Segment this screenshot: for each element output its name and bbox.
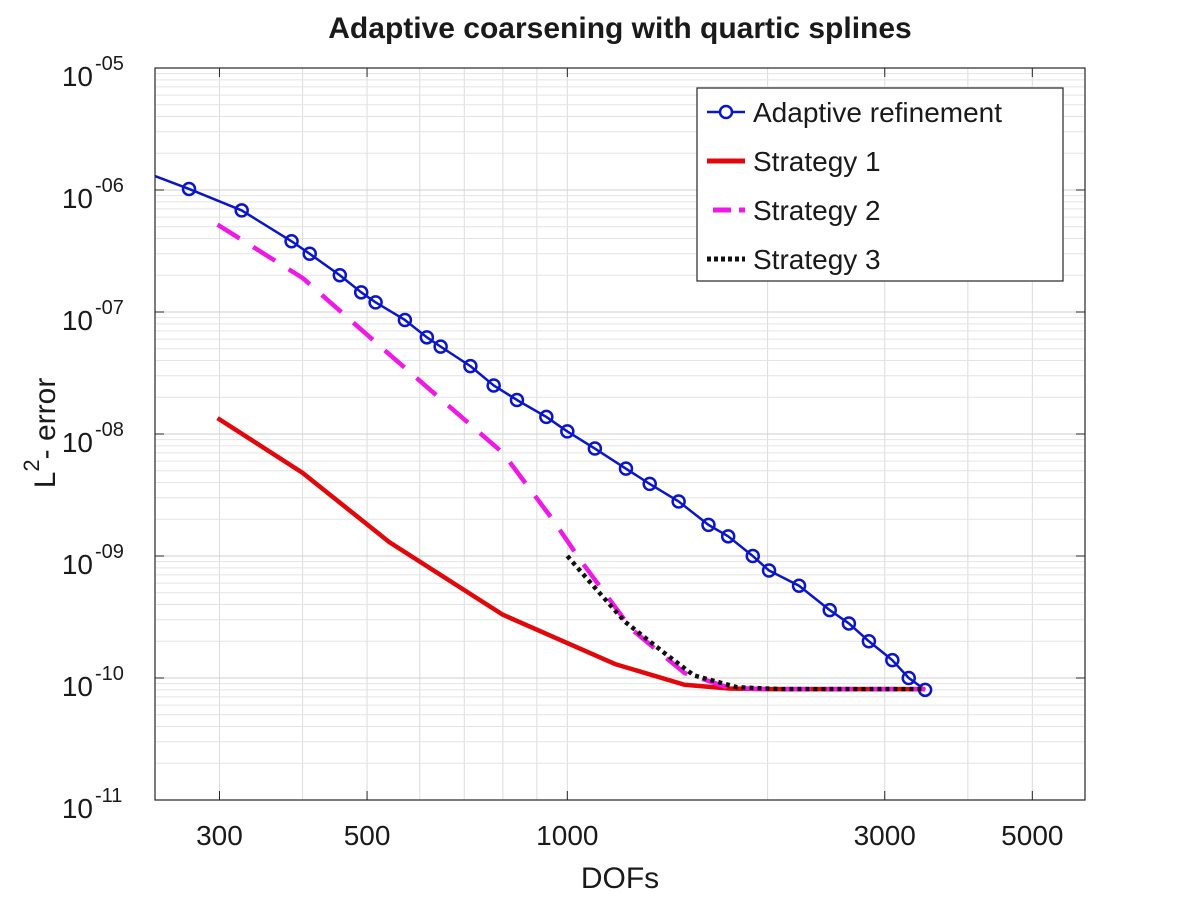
data-point bbox=[332, 268, 348, 283]
data-point bbox=[302, 246, 317, 262]
data-point bbox=[642, 476, 657, 492]
y-tick-label: 10 bbox=[62, 427, 93, 458]
y-tick-label: 10 bbox=[62, 671, 93, 702]
y-tick-exponent: -05 bbox=[95, 53, 124, 75]
data-point bbox=[486, 378, 501, 393]
data-point bbox=[353, 285, 369, 300]
legend-item: Adaptive refinement bbox=[707, 97, 1002, 128]
axes bbox=[154, 67, 1086, 801]
data-point bbox=[587, 441, 603, 456]
data-point bbox=[822, 602, 837, 618]
data-point bbox=[791, 578, 807, 594]
data-point bbox=[397, 312, 413, 328]
data-point bbox=[463, 358, 478, 374]
x-axis-label: DOFs bbox=[581, 862, 659, 895]
y-tick-exponent: -09 bbox=[95, 541, 124, 563]
data-point bbox=[861, 634, 877, 649]
data-point bbox=[720, 529, 736, 544]
data-point bbox=[539, 409, 554, 425]
chart-title: Adaptive coarsening with quartic splines bbox=[328, 12, 911, 45]
y-axis-label-rest: - error bbox=[29, 378, 62, 460]
legend-label: Strategy 1 bbox=[753, 146, 881, 177]
series-strategy-3 bbox=[565, 554, 926, 692]
legend-item: Strategy 1 bbox=[707, 146, 881, 177]
data-point bbox=[560, 424, 575, 439]
y-tick-label: 10 bbox=[62, 183, 93, 214]
data-point bbox=[181, 181, 197, 197]
y-tick-label: 10 bbox=[62, 549, 93, 580]
data-point bbox=[761, 563, 777, 578]
legend-label: Strategy 3 bbox=[753, 244, 881, 275]
legend-item: Strategy 2 bbox=[713, 195, 881, 226]
x-tick-label: 3000 bbox=[854, 820, 916, 851]
series-line bbox=[154, 174, 926, 691]
y-tick-exponent: -10 bbox=[95, 663, 124, 685]
data-point bbox=[284, 234, 299, 249]
data-point bbox=[234, 203, 249, 218]
data-point bbox=[745, 548, 761, 564]
y-axis-label-sup: 2 bbox=[19, 459, 44, 471]
y-tick-exponent: -07 bbox=[95, 297, 124, 319]
y-tick-exponent: -11 bbox=[95, 785, 122, 807]
legend-label: Strategy 2 bbox=[753, 195, 881, 226]
data-point bbox=[901, 670, 916, 686]
x-tick-label: 5000 bbox=[1001, 820, 1063, 851]
x-tick-label: 300 bbox=[196, 820, 243, 851]
data-point bbox=[701, 517, 716, 533]
x-tick-label: 1000 bbox=[536, 820, 598, 851]
series-line bbox=[565, 554, 926, 692]
legend-marker bbox=[718, 104, 734, 120]
data-point bbox=[368, 295, 383, 310]
tick-labels: 300 500 1000 3000 500010-0510-0610-0710-0810… bbox=[62, 53, 1064, 851]
y-tick-exponent: -08 bbox=[95, 419, 124, 441]
y-tick-label: 10 bbox=[62, 61, 93, 92]
legend-box bbox=[696, 87, 1064, 282]
x-tick-label: 500 bbox=[344, 820, 391, 851]
legend-item: Strategy 3 bbox=[707, 244, 881, 275]
data-point bbox=[419, 330, 435, 345]
y-axis-label: L2- error bbox=[19, 378, 62, 489]
y-tick-exponent: -06 bbox=[95, 175, 124, 197]
legend: Adaptive refinement Strategy 1 Strategy 2 S… bbox=[696, 87, 1064, 282]
y-tick-label: 10 bbox=[62, 793, 93, 824]
y-tick-label: 10 bbox=[62, 305, 93, 336]
y-axis-label-base: L bbox=[29, 472, 62, 489]
data-point bbox=[509, 392, 525, 408]
data-point bbox=[841, 616, 857, 631]
data-point bbox=[433, 339, 448, 354]
data-point bbox=[671, 494, 686, 509]
legend-label: Adaptive refinement bbox=[753, 97, 1002, 128]
series-layer bbox=[154, 174, 933, 698]
data-point bbox=[618, 461, 634, 476]
series-adaptive-refinement bbox=[154, 174, 933, 698]
data-point bbox=[885, 652, 900, 668]
